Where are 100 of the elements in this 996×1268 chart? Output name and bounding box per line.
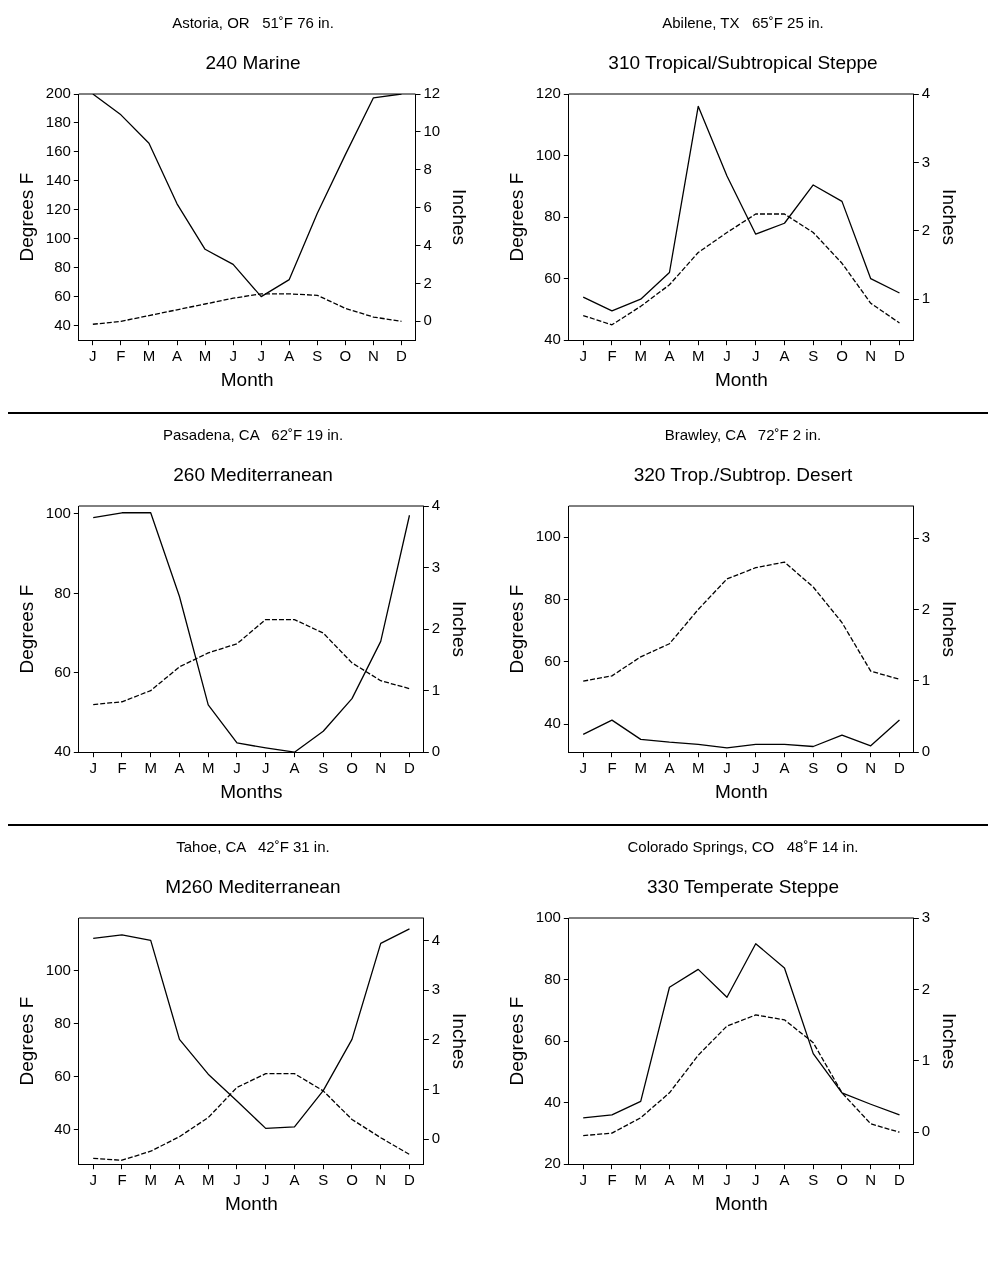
y-tick-label: 40 (544, 330, 561, 348)
x-tick-label: F (607, 1171, 617, 1189)
y2-tick-label: 1 (431, 1079, 441, 1097)
x-tick-label: J (233, 1171, 241, 1189)
x-tick-label: M (144, 1171, 157, 1189)
y-tick-label: 100 (45, 961, 71, 979)
x-tick-label: M (691, 759, 705, 777)
y-tick-label: 40 (544, 714, 561, 732)
y2-tick-label: 2 (431, 619, 441, 637)
x-tick-label: J (261, 1171, 270, 1189)
x-tick-label: J (751, 347, 760, 365)
y2-axis-title: Inches (939, 601, 961, 658)
y2-tick-label: 3 (431, 557, 441, 575)
y-tick-label: 120 (535, 84, 561, 102)
x-tick-label: M (634, 759, 647, 777)
y2-tick-label: 4 (431, 930, 441, 948)
y-axis-title: Degrees F (15, 584, 37, 674)
y-tick-label: 100 (535, 527, 561, 545)
y2-tick-label: 1 (921, 1050, 931, 1068)
y2-tick-label: 2 (921, 599, 931, 617)
x-tick-label: J (229, 347, 237, 365)
y2-tick-label: 0 (423, 311, 432, 329)
y2-axis-title: Inches (449, 189, 471, 246)
x-tick-label: J (751, 759, 760, 777)
y-tick-label: 100 (45, 228, 71, 246)
x-tick-label: N (865, 759, 877, 777)
x-tick-label: S (312, 347, 323, 365)
x-tick-label: J (579, 347, 587, 365)
x-tick-label: A (289, 1171, 300, 1189)
y2-tick-label: 12 (423, 84, 441, 102)
y2-axis-title: Inches (449, 601, 471, 658)
x-tick-label: A (174, 759, 185, 777)
x-tick-label: S (318, 759, 329, 777)
x-tick-label: A (284, 347, 295, 365)
x-tick-label: F (607, 759, 617, 777)
y2-tick-label: 3 (921, 528, 931, 546)
x-tick-label: O (346, 759, 358, 777)
y2-tick-label: 0 (921, 1122, 931, 1140)
y-tick-label: 140 (45, 171, 71, 189)
y-tick-label: 100 (535, 908, 561, 926)
x-tick-label: F (117, 1171, 127, 1189)
x-tick-label: O (836, 1171, 848, 1189)
chart-subtitle: Pasadena, CA 62˚F 19 in. (161, 425, 345, 445)
x-tick-label: A (289, 759, 300, 777)
x-tick-label: A (779, 759, 790, 777)
x-tick-label: M (142, 347, 156, 365)
y-tick-label: 100 (45, 504, 71, 522)
y2-tick-label: 3 (431, 980, 441, 998)
x-tick-label: M (691, 347, 705, 365)
x-tick-label: S (808, 1171, 819, 1189)
y2-axis-title: Inches (939, 189, 961, 246)
y2-tick-label: 1 (921, 289, 931, 307)
x-tick-label: N (865, 1171, 877, 1189)
y-tick-label: 160 (45, 142, 71, 160)
x-tick-label: D (894, 759, 906, 777)
y-axis-title: Degrees F (505, 172, 527, 262)
x-tick-label: M (144, 759, 157, 777)
x-tick-label: O (346, 1171, 358, 1189)
x-tick-label: M (691, 1171, 705, 1189)
chart-subtitle: Colorado Springs, CO 48˚F 14 in. (626, 837, 860, 857)
x-tick-label: J (89, 1171, 97, 1189)
y-tick-label: 120 (45, 200, 71, 217)
y2-tick-label: 2 (921, 979, 931, 997)
x-tick-label: A (664, 759, 675, 777)
chart-title: 260 Mediterranean (172, 464, 334, 487)
x-tick-label: D (894, 347, 906, 365)
x-tick-label: N (375, 759, 387, 777)
chart-subtitle: Astoria, OR 51˚F 76 in. (171, 13, 335, 33)
x-axis-title: Month (224, 1192, 278, 1214)
y-axis-title: Degrees F (15, 996, 37, 1086)
x-tick-label: A (172, 347, 183, 365)
y-tick-label: 80 (544, 589, 561, 607)
y-tick-label: 80 (544, 969, 561, 987)
y2-tick-label: 4 (921, 84, 931, 102)
y-axis-title: Degrees F (505, 584, 527, 674)
x-tick-label: S (808, 759, 819, 777)
chart-subtitle: Brawley, CA 72˚F 2 in. (663, 425, 823, 445)
x-axis-title: Months (220, 780, 283, 802)
x-tick-label: M (634, 1171, 647, 1189)
x-tick-label: M (634, 347, 647, 365)
x-tick-label: J (579, 1171, 587, 1189)
y2-tick-label: 0 (431, 742, 441, 760)
x-tick-label: D (894, 1171, 906, 1189)
x-tick-label: J (89, 347, 97, 365)
y2-axis-title: Inches (449, 1013, 471, 1070)
y-tick-label: 200 (45, 84, 71, 102)
y-tick-label: 40 (54, 315, 71, 333)
x-tick-label: O (339, 347, 352, 365)
x-tick-label: N (865, 347, 877, 365)
y-tick-label: 20 (544, 1154, 561, 1172)
chart-title: 310 Tropical/Subtropical Steppe (607, 52, 879, 75)
y2-tick-label: 2 (431, 1030, 441, 1047)
y2-tick-label: 0 (921, 742, 931, 760)
y-tick-label: 60 (544, 268, 561, 286)
x-tick-label: F (117, 759, 127, 777)
x-tick-label: A (664, 347, 675, 365)
y2-tick-label: 10 (423, 122, 441, 140)
x-tick-label: O (836, 347, 848, 365)
y-tick-label: 180 (45, 113, 71, 131)
x-tick-label: A (779, 347, 790, 365)
